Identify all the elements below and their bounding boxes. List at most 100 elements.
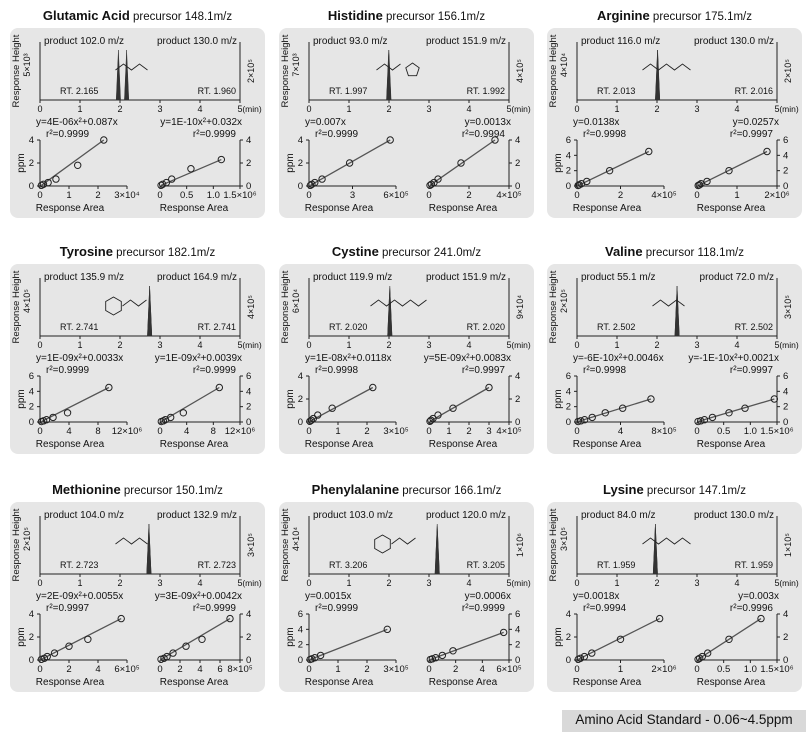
left-y-scale-label: 6×10⁴ [291,289,301,313]
left-rt-label: RT. 2.741 [60,322,98,332]
right-r-squared: r²=0.9999 [462,603,506,614]
cal-y-tick-label: 2 [783,632,788,643]
calibration-point [182,642,190,650]
bond-chain [122,299,147,307]
right-product-label: product 130.0 m/z [157,36,237,47]
time-tick-label: 0 [37,104,42,114]
right-fit-line [429,386,490,422]
cal-y-tick-label: 2 [566,166,571,177]
cal-x-tick-label: 0 [694,190,699,201]
cal-x-tick-label: 3×10⁵ [383,664,408,675]
cal-x-tick-label: 2×10⁶ [651,664,676,675]
cal-x-tick-label: 6×10⁵ [496,664,521,675]
left-fit-line [577,398,652,423]
calibration-point [100,136,108,144]
time-tick-label: 2 [117,578,122,588]
time-tick-label: 3 [157,104,162,114]
calibration-point [449,647,457,655]
cal-y-tick-label: 4 [29,135,34,146]
precursor-label: precursor 150.1m/z [121,485,224,497]
left-fit-line [309,628,388,661]
compound-name: Lysine [603,482,644,497]
time-tick-label: 4 [466,578,471,588]
left-fit-line [41,386,110,423]
time-tick-label: 4 [197,104,202,114]
right-cal-x-axis-label: Response Area [429,203,498,214]
panel-methionine: Methionine precursor 150.1m/z Response He… [10,482,265,692]
cal-x-tick-label: 0.5 [180,190,193,201]
calibration-point [328,404,336,412]
calibration-point [105,383,113,392]
right-product-label: product 151.9 m/z [426,272,506,283]
cal-x-tick-label: 1.5×10⁶ [223,190,256,201]
benzene-ring [374,534,391,554]
cal-x-tick-label: 2 [95,190,100,201]
calibration-point [757,614,765,623]
calibration-point [369,383,377,392]
cal-x-tick-label: 1 [335,426,340,437]
left-fit-line [41,139,105,186]
right-rt-label: RT. 2.016 [735,86,773,96]
panel-glutamic-acid: Glutamic Acid precursor 148.1m/z Response… [10,8,265,218]
cal-x-tick-label: 0 [37,664,42,675]
left-product-label: product 116.0 m/z [581,36,660,47]
time-axis-unit: (min) [511,340,531,350]
cal-x-tick-label: 4 [184,426,189,437]
right-y-scale-label: 2×10⁵ [246,59,256,83]
time-tick-label: 1 [346,340,351,350]
cal-y-tick-label: 4 [29,609,34,620]
panel-background [279,264,534,454]
left-equation: y=0.007x [305,117,346,128]
right-r-squared: r²=0.9999 [193,603,237,614]
cal-y-tick-label: 4 [566,150,571,161]
time-tick-label: 2 [386,578,391,588]
precursor-label: precursor 156.1m/z [383,11,486,23]
cal-y-tick-label: 4 [515,371,520,382]
right-equation: y=1E-09x²+0.0039x [155,353,242,364]
compound-name: Valine [605,244,643,259]
time-axis-unit: (min) [242,340,262,350]
time-axis-unit: (min) [779,578,799,588]
right-rt-label: RT. 2.741 [198,322,236,332]
cal-y-tick-label: 6 [566,371,571,382]
right-cal-x-axis-label: Response Area [160,677,229,688]
cal-x-tick-label: 8 [95,426,100,437]
cal-x-tick-label: 1.5×10⁶ [760,426,793,437]
time-tick-label: 3 [157,340,162,350]
calibration-point [63,409,72,417]
bond-chain [376,63,401,71]
time-tick-label: 3 [694,340,699,350]
calibration-point [434,411,442,419]
left-equation: y=4E-06x²+0.087x [36,117,118,128]
right-cal-x-axis-label: Response Area [697,677,766,688]
bond-chain [642,63,691,71]
cal-x-tick-label: 1.0 [744,426,757,437]
cal-y-tick-label: 4 [566,386,571,397]
y-axis-label: Response Height [280,508,291,581]
left-product-label: product 104.0 m/z [44,510,124,521]
panel-title: Glutamic Acid precursor 148.1m/z [43,8,232,23]
cal-x-tick-label: 3×10⁵ [383,426,408,437]
time-tick-label: 5 [506,340,511,350]
left-r-squared: r²=0.9994 [583,603,627,614]
calibration-point [700,416,709,424]
right-cal-x-axis-label: Response Area [160,439,229,450]
cal-y-tick-label: 0 [298,417,303,428]
footer-banner [562,710,806,732]
right-r-squared: r²=0.9999 [193,365,237,376]
left-equation: y=0.0015x [305,591,351,602]
y-axis-label: Response Height [11,34,22,107]
time-tick-label: 5 [237,104,242,114]
time-tick-label: 1 [614,578,619,588]
left-r-squared: r²=0.9999 [315,129,359,140]
cal-x-tick-label: 2 [453,664,458,675]
time-tick-label: 3 [426,104,431,114]
panel-title: Methionine precursor 150.1m/z [52,482,223,497]
time-tick-label: 2 [386,340,391,350]
time-tick-label: 5 [774,340,779,350]
calibration-point [588,413,596,422]
left-fit-line [41,618,122,660]
panel-background [547,264,802,454]
panel-title: Histidine precursor 156.1m/z [328,8,485,23]
time-tick-label: 1 [346,104,351,114]
